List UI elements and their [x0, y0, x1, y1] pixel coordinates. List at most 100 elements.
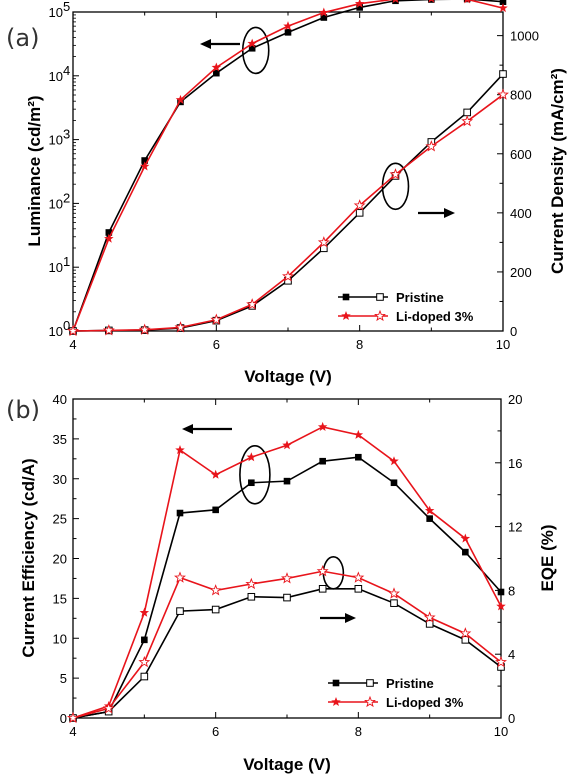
- y-left-tick-label: 10: [49, 133, 63, 148]
- panel-b-xlabel: Voltage (V): [243, 755, 331, 774]
- data-point: [174, 321, 187, 333]
- data-point: [102, 702, 115, 714]
- data-point: [390, 599, 398, 607]
- legend-label: Li-doped 3%: [386, 695, 464, 710]
- data-point: [424, 505, 435, 515]
- panel-b-ylabel-right: EQE (%): [538, 524, 557, 591]
- data-point: [140, 672, 149, 681]
- x-tick-label: 4: [69, 337, 76, 352]
- data-point: [174, 571, 186, 583]
- y-left-tick-label: 5: [60, 671, 67, 686]
- y-right-tick-label: 8: [508, 583, 515, 598]
- data-point: [317, 421, 328, 431]
- x-tick-label: 6: [212, 724, 219, 739]
- data-point: [499, 70, 507, 78]
- data-point: [283, 477, 291, 485]
- data-point: [388, 587, 400, 599]
- data-point: [316, 564, 329, 577]
- data-point: [319, 457, 326, 465]
- data-point: [354, 0, 365, 8]
- y-right-tick-label: 16: [508, 456, 522, 471]
- data-point: [210, 469, 221, 479]
- data-point: [139, 161, 150, 171]
- x-tick-label: 10: [494, 724, 508, 739]
- y-right-tick-label: 0: [510, 324, 517, 339]
- data-point: [284, 29, 292, 36]
- panel-a-label: (a): [6, 24, 39, 52]
- data-point: [353, 199, 366, 211]
- arrow-head: [444, 208, 455, 218]
- x-tick-label: 10: [496, 337, 510, 352]
- data-point: [353, 429, 364, 439]
- data-point: [211, 62, 222, 72]
- data-point: [355, 209, 364, 217]
- data-point: [247, 38, 257, 48]
- data-point: [246, 452, 257, 462]
- data-point: [497, 88, 509, 100]
- data-point: [281, 572, 293, 584]
- data-point: [105, 229, 113, 236]
- y-left-tick-label: 35: [53, 432, 67, 447]
- legend-marker-open: [366, 679, 374, 687]
- data-point: [176, 607, 184, 615]
- data-point: [139, 607, 150, 617]
- x-tick-label: 4: [69, 724, 76, 739]
- legend-marker-open: [374, 309, 386, 322]
- y-left-tick-exponent: 4: [63, 63, 70, 78]
- data-point: [355, 453, 362, 461]
- data-point: [213, 69, 220, 77]
- data-point: [428, 0, 435, 3]
- data-point: [356, 4, 363, 11]
- data-point: [212, 506, 219, 514]
- y-right-tick-label: 800: [510, 88, 532, 103]
- arrow-head: [200, 39, 211, 49]
- arrow-right-icon: [320, 613, 356, 623]
- data-point: [462, 548, 469, 556]
- legend-item: Li-doped 3%: [328, 695, 464, 710]
- data-point: [102, 324, 115, 336]
- series-0: [69, 453, 505, 722]
- y-left-tick-label: 10: [49, 5, 63, 20]
- y-right-tick-label: 12: [508, 520, 522, 535]
- legend-marker-filled: [342, 293, 350, 301]
- y-left-tick-label: 20: [53, 552, 67, 567]
- panel-b-ylabel-left: Current Efficiency (cd/A): [19, 458, 38, 657]
- y-left-tick-exponent: 2: [63, 190, 70, 205]
- y-right-tick-label: 600: [510, 147, 532, 162]
- panel-b-label: (b): [6, 396, 40, 424]
- y-right-tick-label: 20: [508, 392, 522, 407]
- data-point: [392, 0, 399, 4]
- legend-label: Li-doped 3%: [396, 309, 474, 324]
- annotation-ellipse: [241, 26, 270, 75]
- x-tick-label: 8: [355, 724, 362, 739]
- data-point: [460, 533, 471, 543]
- y-left-tick-exponent: 5: [63, 0, 70, 14]
- data-point: [461, 636, 470, 644]
- legend-marker-open: [364, 695, 376, 708]
- series-3: [67, 564, 507, 724]
- data-point: [175, 94, 186, 104]
- data-point: [459, 627, 472, 639]
- panel-a-ylabel-left: Luminance (cd/m²): [25, 95, 44, 246]
- y-left-tick-exponent: 0: [63, 318, 70, 333]
- data-point: [389, 456, 399, 466]
- data-point: [319, 7, 329, 17]
- data-point: [141, 157, 148, 164]
- data-point: [245, 577, 258, 590]
- y-left-tick-label: 10: [49, 196, 63, 211]
- series-3: [67, 88, 509, 337]
- legend-marker-filled: [341, 311, 351, 321]
- data-point: [495, 655, 507, 668]
- y-left-tick-label: 10: [49, 324, 63, 339]
- data-point: [352, 571, 365, 583]
- data-point: [248, 44, 256, 52]
- data-point: [425, 140, 438, 152]
- data-point: [138, 323, 151, 335]
- y-right-tick-label: 400: [510, 206, 532, 221]
- data-point: [317, 236, 330, 248]
- data-point: [499, 0, 507, 6]
- data-point: [138, 655, 151, 668]
- y-left-tick-label: 0: [60, 711, 67, 726]
- legend-marker-open: [376, 293, 384, 301]
